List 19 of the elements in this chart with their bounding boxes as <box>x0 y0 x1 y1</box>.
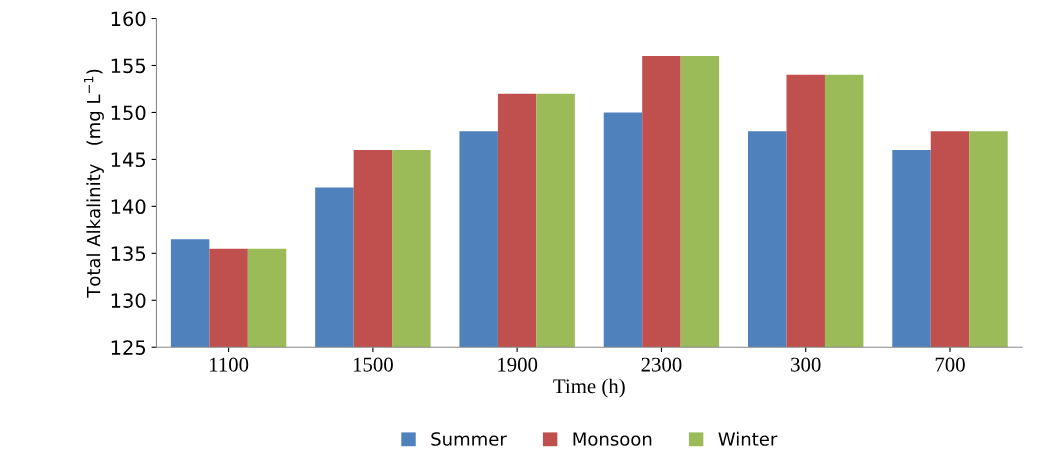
legend-label: Winter <box>718 431 778 446</box>
y-tick-label: 125 <box>111 340 146 355</box>
legend-label: Monsoon <box>573 432 652 446</box>
x-axis-title: Time (h) <box>553 378 625 398</box>
x-tick-label: 700 <box>935 357 965 372</box>
y-tick-label: 130 <box>111 293 146 308</box>
x-tick-label: 1900 <box>498 357 538 372</box>
x-tick-label: 1500 <box>353 357 393 372</box>
y-tick-label: 160 <box>111 11 146 27</box>
x-tick-label: 300 <box>791 357 821 372</box>
y-axis-title: Total Alkalinity (mg L$^{−1}$) <box>84 69 104 298</box>
x-tick-label: 1100 <box>209 357 249 372</box>
y-tick-label: 155 <box>111 58 146 74</box>
y-tick-label: 135 <box>111 246 146 261</box>
x-tick-label: 2300 <box>641 357 682 372</box>
y-tick-label: 145 <box>111 152 146 168</box>
y-tick-label: 140 <box>111 199 146 215</box>
legend-label: Summer <box>431 432 507 446</box>
y-tick-label: 150 <box>111 105 146 121</box>
